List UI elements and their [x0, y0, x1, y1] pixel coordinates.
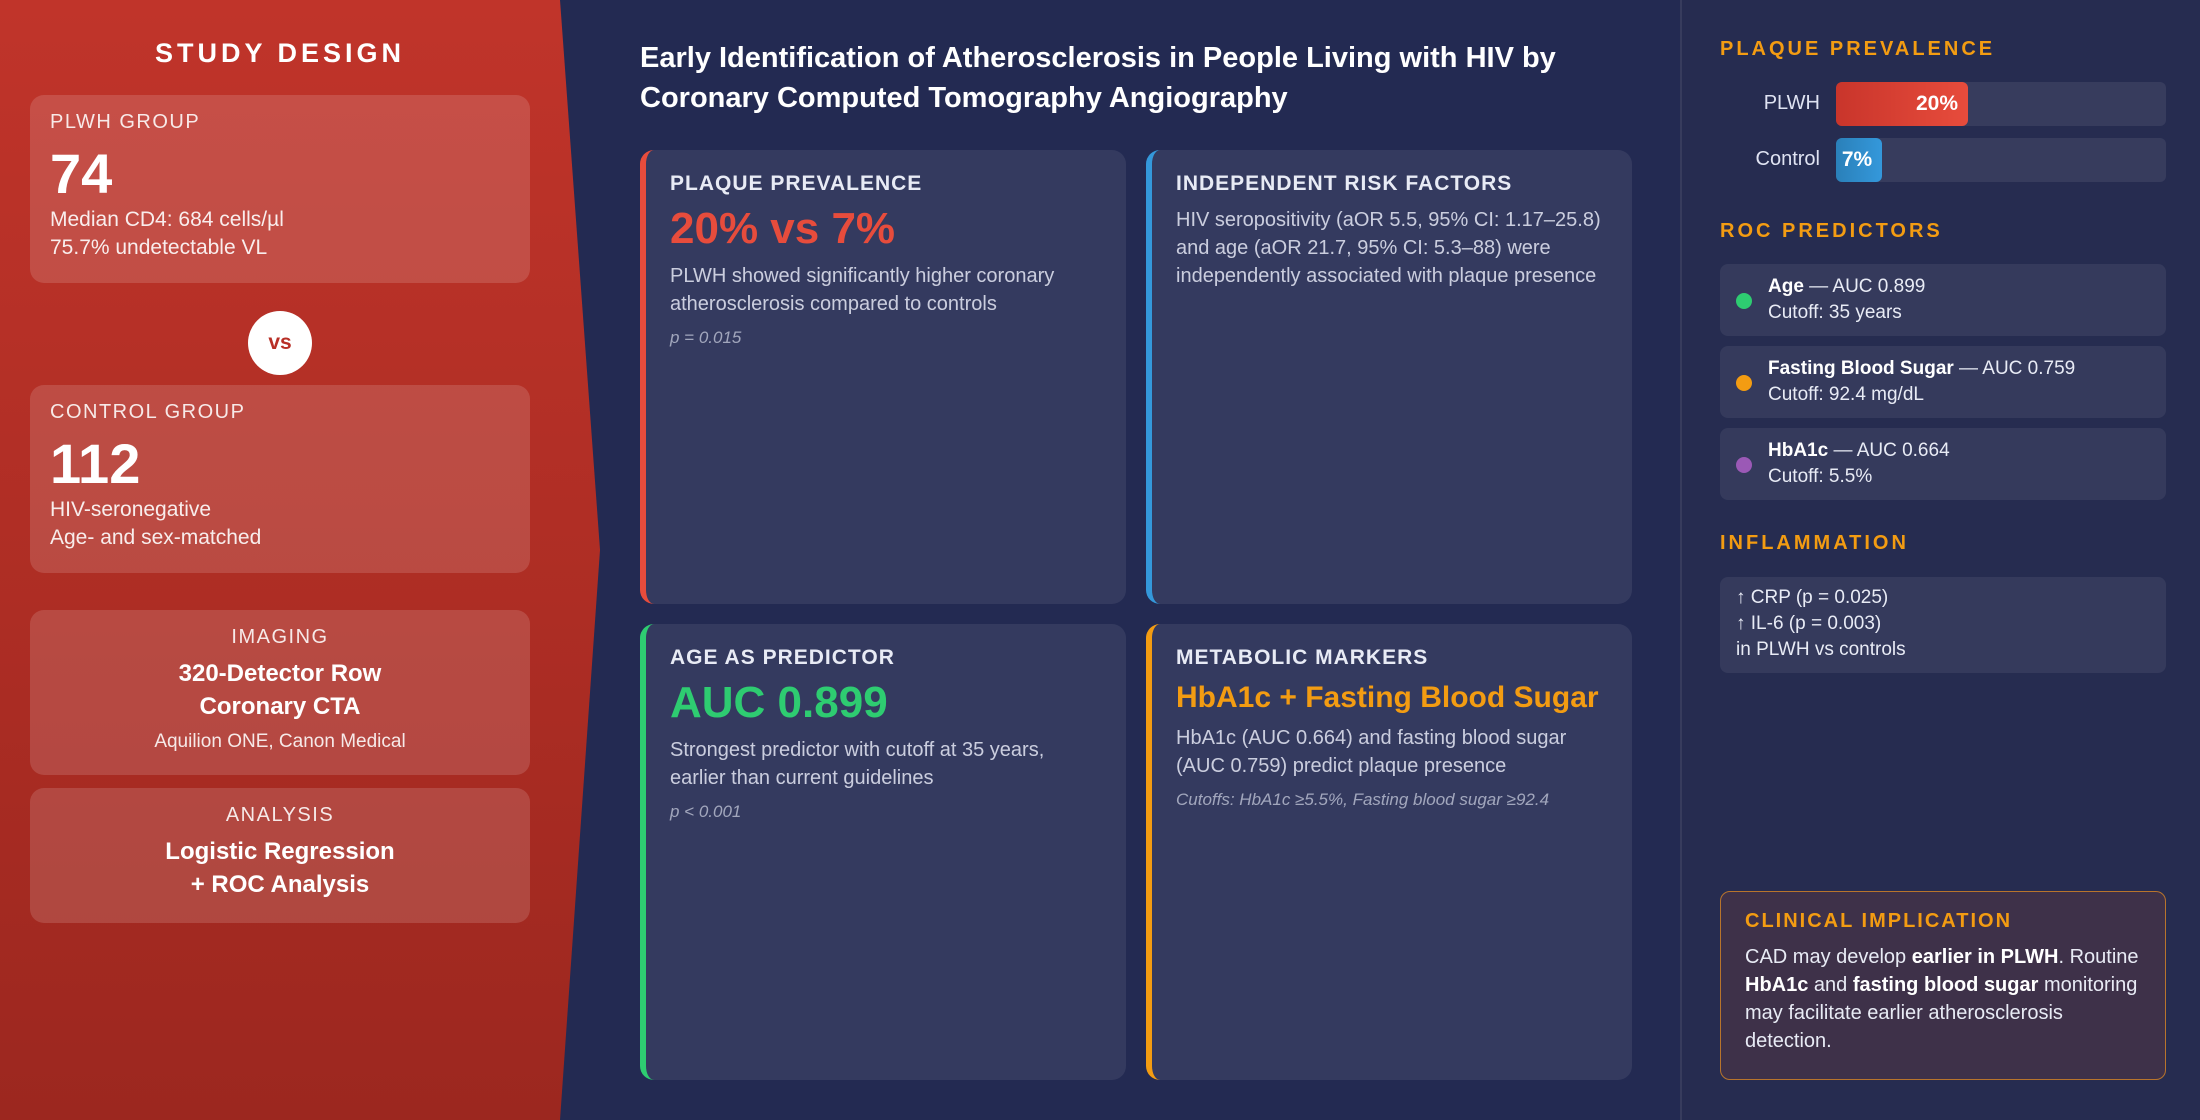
- prevalence-section-title: PLAQUE PREVALENCE: [1720, 38, 1996, 60]
- analysis-method-line2: + ROC Analysis: [190, 871, 370, 898]
- roc-item-text: Age — AUC 0.899 Cutoff: 35 years: [1768, 274, 1925, 326]
- finding-headline: HbA1c + Fasting Blood Sugar: [1176, 681, 1599, 714]
- page-title-line1: Early Identification of Atherosclerosis …: [640, 42, 1556, 74]
- finding-card-age-predictor: AGE AS PREDICTOR AUC 0.899 Strongest pre…: [640, 624, 1126, 1080]
- roc-item-age: Age — AUC 0.899 Cutoff: 35 years: [1720, 264, 2166, 336]
- bar-fill: 20%: [1836, 82, 1968, 126]
- roc-item-hba1c: HbA1c — AUC 0.664 Cutoff: 5.5%: [1720, 428, 2166, 500]
- imaging-card: IMAGING 320-Detector Row Coronary CTA Aq…: [30, 610, 530, 775]
- inflammation-section-title: INFLAMMATION: [1720, 532, 1909, 554]
- analysis-label: ANALYSIS: [225, 804, 335, 826]
- summary-sidebar: PLAQUE PREVALENCE PLWH 20% Control 7% RO…: [1680, 0, 2200, 1120]
- bar-fill: 7%: [1836, 138, 1883, 182]
- finding-p-value: p = 0.015: [670, 328, 742, 347]
- clinical-implication-card: CLINICAL IMPLICATION CAD may develop ear…: [1720, 891, 2166, 1080]
- imaging-method-line2: Coronary CTA: [199, 693, 361, 720]
- prevalence-bar-plwh: PLWH 20%: [1720, 82, 2166, 126]
- finding-description: HbA1c (AUC 0.664) and fasting blood suga…: [1176, 724, 1608, 780]
- control-group-card: CONTROL GROUP 112 HIV-seronegative Age- …: [30, 385, 530, 573]
- plwh-vl-text: 75.7% undetectable VL: [50, 236, 268, 259]
- dot-icon: [1736, 457, 1752, 473]
- finding-description: HIV seropositivity (aOR 5.5, 95% CI: 1.1…: [1176, 206, 1608, 290]
- finding-description-line: HIV seropositivity (aOR 5.5, 95% CI: 1.1…: [1176, 209, 1601, 231]
- text-span: monitoring may facilitate earlier athero…: [1745, 974, 2138, 1052]
- bar-track: 7%: [1836, 138, 2166, 182]
- page-title: Early Identification of Atherosclerosis …: [640, 38, 1640, 118]
- imaging-device: Aquilion ONE, Canon Medical: [154, 731, 406, 752]
- finding-p-value: p < 0.001: [670, 802, 742, 821]
- text-span: CAD may develop: [1745, 946, 1912, 968]
- inflammation-comparison: in PLWH vs controls: [1736, 639, 1906, 660]
- roc-item-fasting-blood-sugar: Fasting Blood Sugar — AUC 0.759 Cutoff: …: [1720, 346, 2166, 418]
- roc-item-auc: — AUC 0.759: [1953, 358, 2076, 379]
- roc-item-cutoff: Cutoff: 92.4 mg/dL: [1768, 384, 1924, 405]
- finding-description-line: PLWH showed significantly higher coronar…: [670, 265, 1055, 287]
- roc-item-auc: — AUC 0.664: [1828, 440, 1950, 461]
- analysis-method-line1: Logistic Regression: [165, 838, 395, 865]
- plwh-cd4-text: Median CD4: 684 cells/µl: [50, 208, 284, 231]
- finding-description-line: Strongest predictor with cutoff at 35 ye…: [670, 739, 1045, 761]
- finding-title: INDEPENDENT RISK FACTORS: [1176, 172, 1513, 195]
- finding-description-line: earlier than current guidelines: [670, 767, 934, 789]
- finding-description: PLWH showed significantly higher coronar…: [670, 262, 1102, 318]
- vs-badge: vs: [248, 311, 312, 375]
- bar-label: PLWH: [1763, 92, 1820, 114]
- inflammation-crp: ↑ CRP (p = 0.025): [1736, 587, 1889, 608]
- finding-headline: 20% vs 7%: [670, 204, 896, 253]
- analysis-card: ANALYSIS Logistic Regression + ROC Analy…: [30, 788, 530, 923]
- inflammation-card: ↑ CRP (p = 0.025) ↑ IL-6 (p = 0.003) in …: [1720, 577, 2166, 673]
- control-serostatus-text: HIV-seronegative: [50, 498, 212, 521]
- finding-description-line: atherosclerosis compared to controls: [670, 293, 997, 315]
- roc-item-cutoff: Cutoff: 35 years: [1768, 302, 1902, 323]
- finding-description-line: independently associated with plaque pre…: [1176, 265, 1597, 287]
- study-design-title: STUDY DESIGN: [154, 38, 406, 68]
- finding-description: Strongest predictor with cutoff at 35 ye…: [670, 736, 1102, 792]
- page-title-line2: Coronary Computed Tomography Angiography: [640, 82, 1288, 114]
- emphasis-span: HbA1c: [1745, 974, 1809, 996]
- dot-icon: [1736, 375, 1752, 391]
- bar-label: Control: [1755, 148, 1820, 170]
- plwh-group-label: PLWH GROUP: [50, 111, 201, 133]
- text-span: . Routine: [2058, 946, 2139, 968]
- roc-item-text: HbA1c — AUC 0.664 Cutoff: 5.5%: [1768, 438, 1950, 490]
- finding-card-metabolic-markers: METABOLIC MARKERS HbA1c + Fasting Blood …: [1146, 624, 1632, 1080]
- control-matching-text: Age- and sex-matched: [50, 526, 262, 549]
- finding-title: METABOLIC MARKERS: [1176, 646, 1429, 669]
- finding-title: AGE AS PREDICTOR: [670, 646, 895, 669]
- roc-section-title: ROC PREDICTORS: [1720, 220, 1943, 242]
- roc-item-name: Fasting Blood Sugar: [1768, 358, 1954, 379]
- finding-description-line: (AUC 0.759) predict plaque presence: [1176, 755, 1507, 777]
- roc-item-auc: — AUC 0.899: [1803, 276, 1926, 297]
- finding-headline: AUC 0.899: [670, 678, 888, 727]
- bar-track: 20%: [1836, 82, 2166, 126]
- clinical-implication-text: CAD may develop earlier in PLWH. Routine…: [1745, 943, 2141, 1055]
- plwh-group-count: 74: [50, 142, 113, 205]
- roc-item-text: Fasting Blood Sugar — AUC 0.759 Cutoff: …: [1768, 356, 2075, 408]
- finding-title: PLAQUE PREVALENCE: [670, 172, 923, 195]
- imaging-label: IMAGING: [231, 626, 329, 648]
- study-design-panel: STUDY DESIGN PLWH GROUP 74 Median CD4: 6…: [0, 0, 600, 1120]
- text-span: and: [1808, 974, 1853, 996]
- finding-card-risk-factors: INDEPENDENT RISK FACTORS HIV seropositiv…: [1146, 150, 1632, 604]
- clinical-implication-title: CLINICAL IMPLICATION: [1745, 910, 2013, 932]
- roc-item-name: Age: [1768, 276, 1804, 297]
- finding-cutoffs: Cutoffs: HbA1c ≥5.5%, Fasting blood suga…: [1176, 790, 1550, 809]
- inflammation-il6: ↑ IL-6 (p = 0.003): [1736, 613, 1882, 634]
- roc-item-name: HbA1c: [1768, 440, 1829, 461]
- emphasis-span: earlier in PLWH: [1911, 946, 2059, 968]
- imaging-method-line1: 320-Detector Row: [178, 660, 382, 687]
- roc-item-cutoff: Cutoff: 5.5%: [1768, 466, 1873, 487]
- plwh-group-card: PLWH GROUP 74 Median CD4: 684 cells/µl 7…: [30, 95, 530, 283]
- control-group-label: CONTROL GROUP: [50, 401, 246, 423]
- finding-description-line: HbA1c (AUC 0.664) and fasting blood suga…: [1176, 727, 1567, 749]
- finding-description-line: and age (aOR 21.7, 95% CI: 5.3–88) were: [1176, 237, 1551, 259]
- dot-icon: [1736, 293, 1752, 309]
- finding-card-plaque-prevalence: PLAQUE PREVALENCE 20% vs 7% PLWH showed …: [640, 150, 1126, 604]
- emphasis-span: fasting blood sugar: [1852, 974, 2039, 996]
- control-group-count: 112: [50, 432, 141, 495]
- bar-value: 20%: [1915, 92, 1958, 115]
- bar-value: 7%: [1841, 148, 1873, 171]
- prevalence-bar-control: Control 7%: [1720, 138, 2166, 182]
